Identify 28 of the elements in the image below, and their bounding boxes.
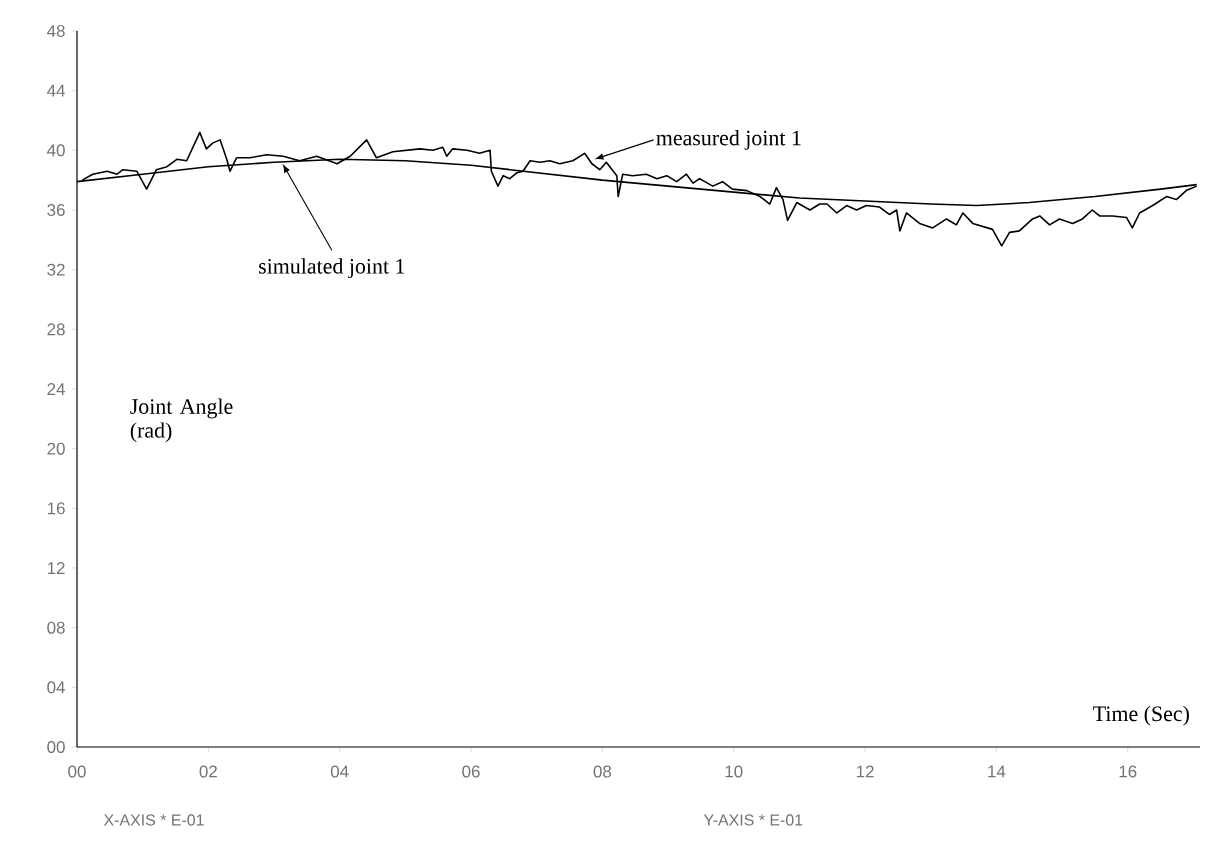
x-axis-title: Time (Sec) bbox=[1093, 705, 1189, 726]
y-tick-label: 40 bbox=[47, 144, 65, 157]
x-tick-label: 00 bbox=[68, 765, 86, 778]
text: Y-AXIS * E-01 bbox=[703, 814, 803, 826]
text: X-AXIS * E-01 bbox=[103, 814, 204, 826]
y-tick-label: 24 bbox=[47, 383, 65, 395]
y-tick-label: 32 bbox=[47, 263, 65, 276]
y-tick-label: 16 bbox=[47, 502, 65, 515]
y-tick-label: 44 bbox=[47, 84, 65, 97]
y-tick-label: 36 bbox=[47, 204, 65, 216]
x-tick-label: 10 bbox=[725, 765, 743, 778]
x-tick-label: 14 bbox=[988, 765, 1006, 778]
y-axis-title: Joint Angle (rad) bbox=[130, 398, 233, 443]
y-tick-label: 04 bbox=[47, 681, 65, 694]
y-tick-label: 08 bbox=[47, 621, 65, 634]
x-tick-label: 08 bbox=[593, 765, 612, 778]
y-tick-label: 00 bbox=[47, 741, 65, 753]
x-tick-label: 04 bbox=[330, 765, 349, 778]
x-tick-label: 06 bbox=[462, 765, 480, 778]
x-tick-label: 16 bbox=[1119, 765, 1137, 778]
annotation: simulated joint 1 bbox=[259, 258, 405, 279]
y-tick-label: 28 bbox=[47, 323, 65, 336]
y-tick-label: 20 bbox=[47, 442, 65, 455]
x-tick-label: 12 bbox=[856, 765, 874, 778]
annotation: measured joint 1 bbox=[656, 129, 801, 150]
y-tick-label: 48 bbox=[47, 24, 65, 37]
x-tick-label: 02 bbox=[199, 765, 217, 778]
y-tick-label: 12 bbox=[47, 562, 65, 574]
